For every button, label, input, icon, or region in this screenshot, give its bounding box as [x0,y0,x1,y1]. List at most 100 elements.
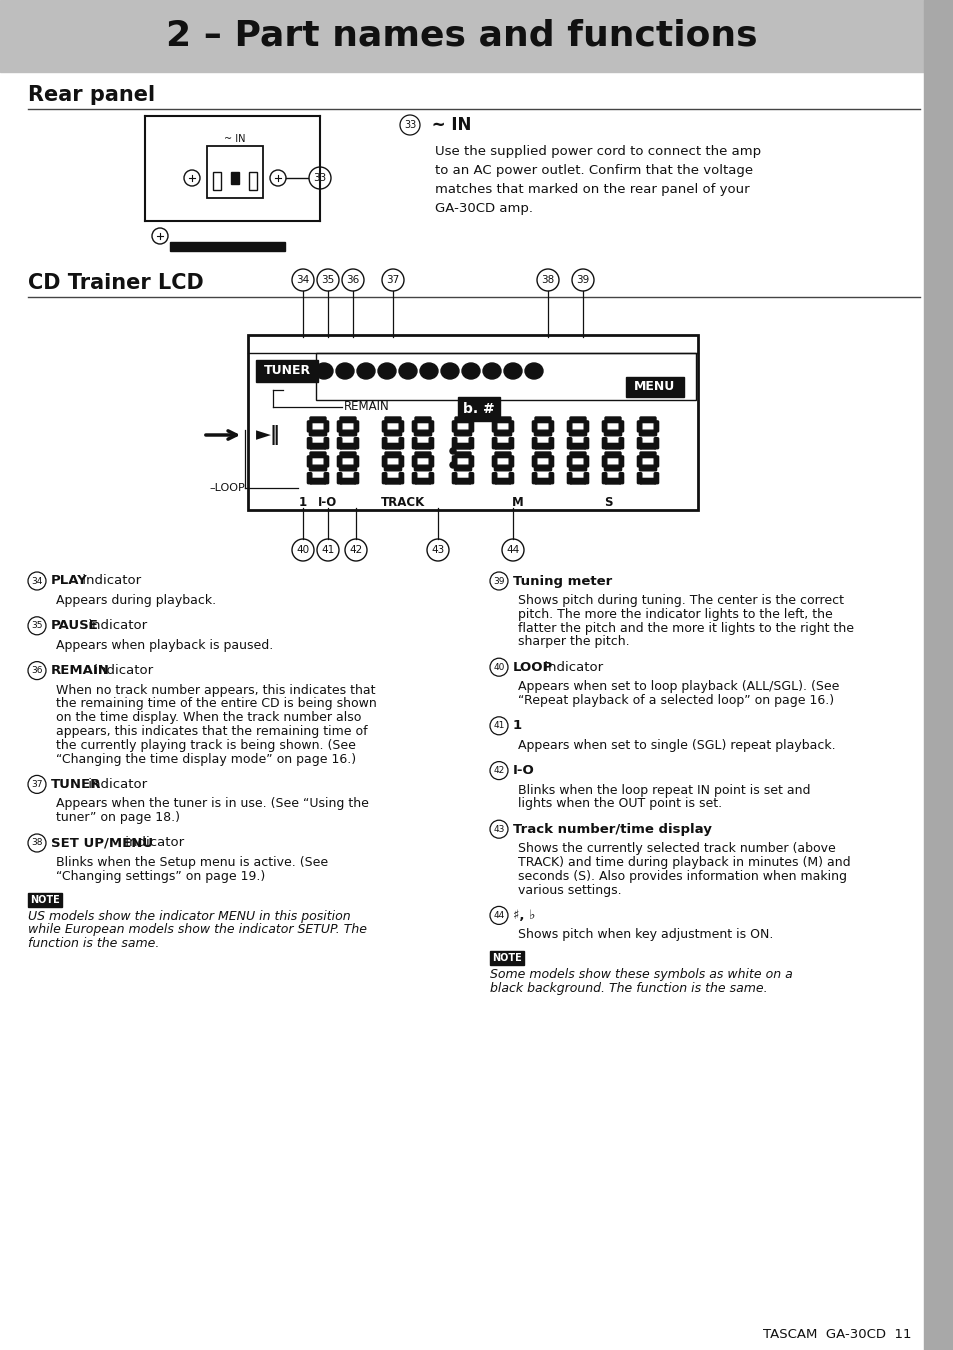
FancyBboxPatch shape [535,417,551,423]
FancyBboxPatch shape [324,456,328,467]
Text: 40: 40 [493,663,504,672]
Text: ~ IN: ~ IN [426,116,471,134]
FancyBboxPatch shape [382,472,386,483]
FancyBboxPatch shape [618,421,623,432]
Text: b. #: b. # [462,402,495,416]
FancyBboxPatch shape [583,437,588,448]
FancyBboxPatch shape [385,478,400,485]
FancyBboxPatch shape [637,472,641,483]
FancyBboxPatch shape [455,452,471,458]
FancyBboxPatch shape [385,417,400,423]
FancyBboxPatch shape [549,456,553,467]
Bar [923,0,953,1350]
FancyBboxPatch shape [567,421,571,432]
FancyBboxPatch shape [385,443,400,450]
FancyBboxPatch shape [339,431,356,436]
FancyBboxPatch shape [509,421,513,432]
Ellipse shape [314,363,333,379]
FancyBboxPatch shape [532,472,537,483]
Text: Tuning meter: Tuning meter [513,575,612,587]
FancyBboxPatch shape [354,456,358,467]
FancyBboxPatch shape [601,437,606,448]
Text: 36: 36 [346,275,359,285]
Text: Appears during playback.: Appears during playback. [56,594,216,608]
FancyBboxPatch shape [324,472,328,483]
Text: “Changing the time display mode” on page 16.): “Changing the time display mode” on page… [56,752,355,765]
FancyBboxPatch shape [415,452,431,458]
Text: 43: 43 [431,545,444,555]
FancyBboxPatch shape [509,456,513,467]
Text: 39: 39 [493,576,504,586]
Text: –LOOP: –LOOP [209,483,245,493]
Ellipse shape [440,363,458,379]
Text: 35: 35 [321,275,335,285]
Text: indicator: indicator [91,664,153,678]
Text: TRACK) and time during playback in minutes (M) and: TRACK) and time during playback in minut… [517,856,850,869]
Text: pitch. The more the indicator lights to the left, the: pitch. The more the indicator lights to … [517,608,832,621]
FancyBboxPatch shape [385,452,400,458]
FancyBboxPatch shape [569,466,586,471]
Text: Blinks when the loop repeat IN point is set and: Blinks when the loop repeat IN point is … [517,783,810,796]
FancyBboxPatch shape [354,437,358,448]
Text: “Changing settings” on page 19.): “Changing settings” on page 19.) [56,869,265,883]
FancyBboxPatch shape [637,421,641,432]
FancyBboxPatch shape [549,421,553,432]
Text: 40: 40 [296,545,309,555]
FancyBboxPatch shape [429,437,434,448]
Bar [170,242,285,251]
FancyBboxPatch shape [535,452,551,458]
FancyBboxPatch shape [354,421,358,432]
Text: Shows pitch when key adjustment is ON.: Shows pitch when key adjustment is ON. [517,929,773,941]
FancyBboxPatch shape [382,437,386,448]
FancyBboxPatch shape [382,456,386,467]
FancyBboxPatch shape [583,472,588,483]
FancyBboxPatch shape [604,452,620,458]
Text: 42: 42 [349,545,362,555]
FancyBboxPatch shape [639,443,656,450]
FancyBboxPatch shape [549,437,553,448]
Bar [248,335,698,510]
Text: REMAIN: REMAIN [344,401,390,413]
Text: LOOP: LOOP [513,660,553,674]
FancyBboxPatch shape [324,421,328,432]
FancyBboxPatch shape [535,478,551,485]
Bar [0,0,923,72]
Bar [213,171,221,190]
FancyBboxPatch shape [398,472,403,483]
FancyBboxPatch shape [412,456,416,467]
FancyBboxPatch shape [414,466,431,471]
FancyBboxPatch shape [618,437,623,448]
Text: Track number/time display: Track number/time display [513,822,711,836]
FancyBboxPatch shape [495,452,511,458]
Ellipse shape [503,363,521,379]
FancyBboxPatch shape [532,456,537,467]
FancyBboxPatch shape [415,478,431,485]
FancyBboxPatch shape [637,456,641,467]
FancyBboxPatch shape [412,437,416,448]
Bar [457,397,499,421]
FancyBboxPatch shape [384,431,401,436]
Bar [249,171,256,190]
Text: ►‖: ►‖ [255,425,280,446]
FancyBboxPatch shape [398,437,403,448]
Ellipse shape [335,363,354,379]
Text: Shows the currently selected track number (above: Shows the currently selected track numbe… [517,842,835,855]
FancyBboxPatch shape [469,456,473,467]
FancyBboxPatch shape [604,478,620,485]
FancyBboxPatch shape [307,437,312,448]
FancyBboxPatch shape [639,478,656,485]
FancyBboxPatch shape [412,421,416,432]
FancyBboxPatch shape [337,456,341,467]
FancyBboxPatch shape [454,466,471,471]
Text: TUNER: TUNER [263,364,311,378]
Text: SET UP/MENU: SET UP/MENU [51,837,153,849]
FancyBboxPatch shape [414,431,431,436]
FancyBboxPatch shape [509,472,513,483]
FancyBboxPatch shape [455,443,471,450]
FancyBboxPatch shape [310,417,326,423]
Text: MENU: MENU [634,381,675,393]
FancyBboxPatch shape [429,421,434,432]
FancyBboxPatch shape [382,421,386,432]
FancyBboxPatch shape [452,421,456,432]
FancyBboxPatch shape [601,456,606,467]
